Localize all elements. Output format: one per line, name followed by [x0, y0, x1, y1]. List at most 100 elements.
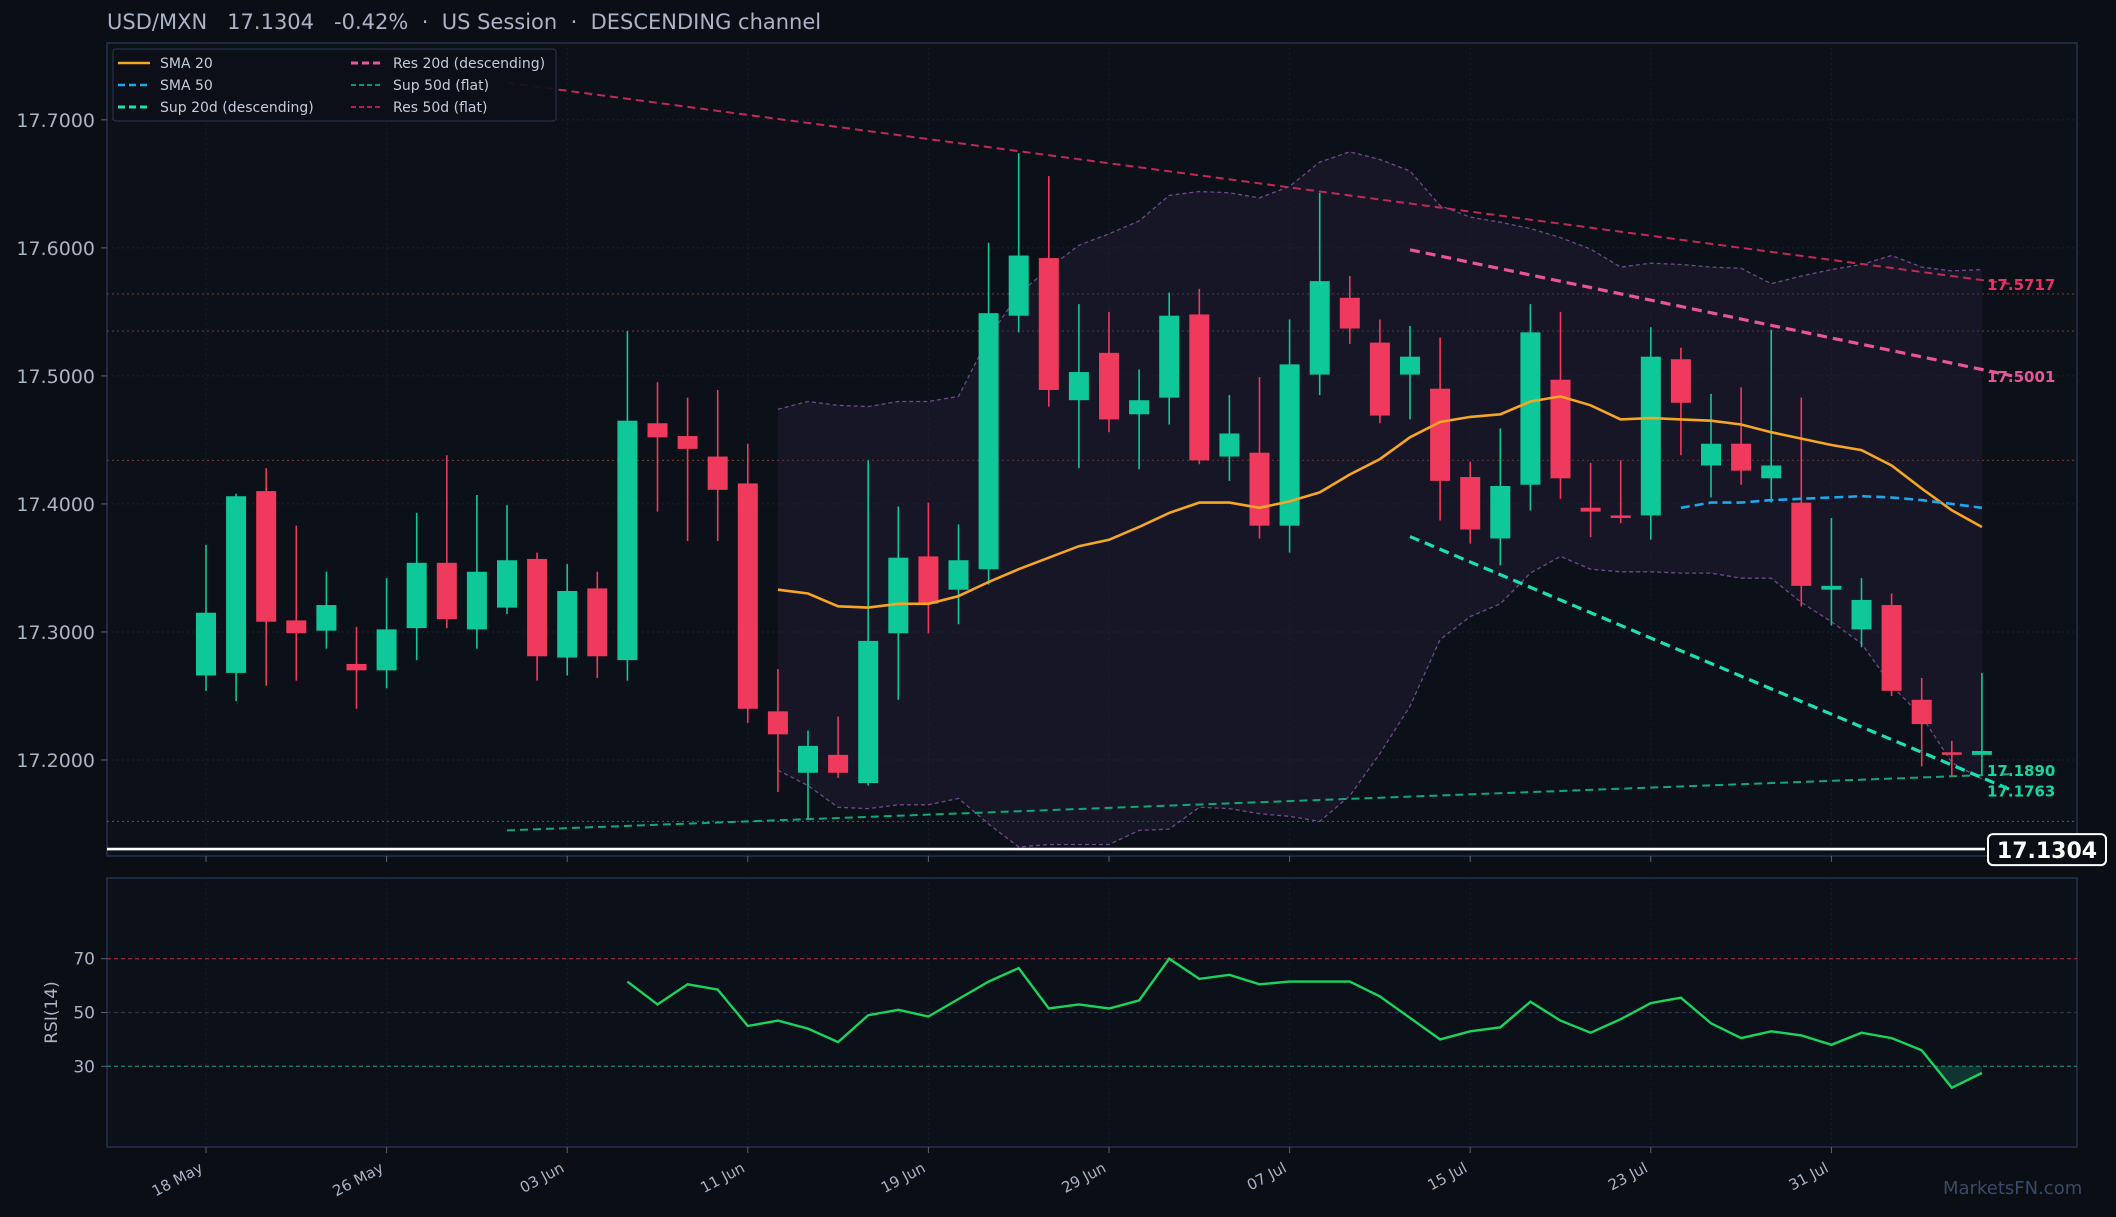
candle-body — [1008, 255, 1029, 316]
bollinger-upper — [777, 151, 1982, 410]
rsi-y-tick-label: 50 — [73, 1004, 95, 1024]
candle-body — [1941, 752, 1962, 755]
candle-body — [1851, 599, 1872, 630]
candle-body — [226, 496, 247, 673]
sma20-line — [777, 395, 1983, 609]
candle-body — [798, 745, 818, 773]
candle-body — [1821, 585, 1842, 590]
x-tick-label: 26 May — [330, 1159, 387, 1201]
candle-body — [1520, 332, 1541, 485]
sma50-line — [1680, 494, 1983, 510]
candle-body — [256, 491, 277, 622]
candle-body — [1309, 281, 1330, 375]
res-50d-label: 17.5717 — [1987, 276, 2055, 294]
candle-body — [406, 562, 427, 629]
x-tick-label: 03 Jun — [517, 1159, 567, 1197]
x-tick-label: 18 May — [149, 1159, 206, 1201]
candle-body — [497, 560, 517, 608]
bollinger-lower — [777, 555, 1983, 848]
candle-body — [1369, 342, 1390, 416]
candle-body — [888, 557, 909, 634]
legend-label: SMA 20 — [160, 56, 213, 72]
candle-body — [1460, 477, 1481, 530]
candle-body — [1279, 364, 1300, 526]
rsi-y-tick-label: 30 — [73, 1057, 95, 1077]
watermark: MarketsFN.com — [1943, 1178, 2083, 1199]
legend-box — [112, 48, 557, 122]
candle-body — [1971, 751, 1992, 755]
candle-body — [1219, 433, 1240, 457]
legend-label: Res 20d (descending) — [393, 56, 545, 72]
candle-body — [767, 711, 788, 735]
candle-body — [1430, 388, 1451, 481]
candle-body — [677, 436, 698, 449]
legend-label: Res 50d (flat) — [393, 100, 487, 116]
sup-50d-line — [506, 773, 2013, 832]
candle-body — [1339, 297, 1360, 329]
candle-body — [1400, 356, 1420, 375]
candle-body — [1249, 452, 1270, 526]
price-y-tick-label: 17.4000 — [16, 494, 95, 516]
candle-body — [1791, 502, 1812, 586]
candle-body — [1640, 356, 1661, 516]
candle-body — [346, 663, 367, 671]
candle-body — [1580, 507, 1601, 512]
sup-20d-line — [1409, 535, 2013, 792]
candle-body — [1099, 352, 1119, 420]
candle-body — [1670, 359, 1691, 403]
x-tick-label: 19 Jun — [878, 1159, 928, 1197]
rsi-line — [626, 957, 1983, 1090]
price-label-box — [1987, 833, 2107, 867]
candle-body — [1761, 465, 1782, 479]
price-y-tick-label: 17.3000 — [16, 622, 95, 644]
candle-body — [948, 560, 969, 590]
candle-body — [1038, 258, 1059, 390]
candle-body — [737, 483, 758, 709]
x-tick-label: 29 Jun — [1059, 1159, 1109, 1197]
candle-body — [376, 629, 397, 671]
res-20d-label: 17.5001 — [1987, 368, 2055, 386]
res-50d-line — [506, 81, 2013, 286]
candle-body — [1490, 485, 1511, 539]
x-tick-label: 11 Jun — [697, 1159, 747, 1197]
candle-body — [918, 556, 939, 604]
candle-body — [617, 420, 638, 661]
candle-body — [316, 605, 337, 631]
x-tick-label: 07 Jul — [1244, 1159, 1289, 1195]
candle-body — [286, 620, 307, 634]
rsi-oversold-fill — [1934, 1066, 1982, 1088]
x-tick-label: 23 Jul — [1605, 1159, 1650, 1195]
legend-label: SMA 50 — [160, 78, 213, 94]
candle-body — [828, 754, 849, 773]
res-20d-line — [1409, 248, 2013, 378]
candle-body — [1550, 379, 1571, 479]
candle-body — [196, 612, 216, 676]
legend-label: Sup 20d (descending) — [160, 100, 314, 116]
candle-body — [1911, 699, 1932, 725]
candle-body — [1129, 400, 1150, 415]
candle-body — [1881, 605, 1902, 691]
candle-body — [587, 588, 608, 657]
sup-50d-label: 17.1890 — [1987, 762, 2055, 780]
candle-body — [527, 558, 548, 657]
price-y-tick-label: 17.5000 — [16, 366, 95, 388]
legend: SMA 20 SMA 50 Sup 20d (descending) Res 20d … — [112, 48, 557, 122]
chart-title: USD/MXN 17.1304 -0.42% · US Session · DE… — [107, 10, 822, 34]
candle-body — [436, 562, 457, 620]
candle-body — [707, 456, 728, 490]
candle-body — [1610, 515, 1631, 518]
candle-body — [1159, 315, 1180, 398]
candle-body — [1731, 443, 1752, 471]
legend-label: Sup 50d (flat) — [393, 78, 489, 94]
x-tick-label: 31 Jul — [1786, 1159, 1831, 1195]
price-y-tick-label: 17.6000 — [16, 238, 95, 260]
rsi-ylabel: RSI(14) — [42, 981, 62, 1044]
candle-body — [978, 313, 999, 570]
candle-body — [466, 571, 487, 630]
price-y-tick-label: 17.2000 — [16, 750, 95, 772]
price-label: 17.1304 — [1997, 839, 2097, 864]
candle-body — [1068, 372, 1089, 401]
candle-body — [557, 590, 578, 658]
